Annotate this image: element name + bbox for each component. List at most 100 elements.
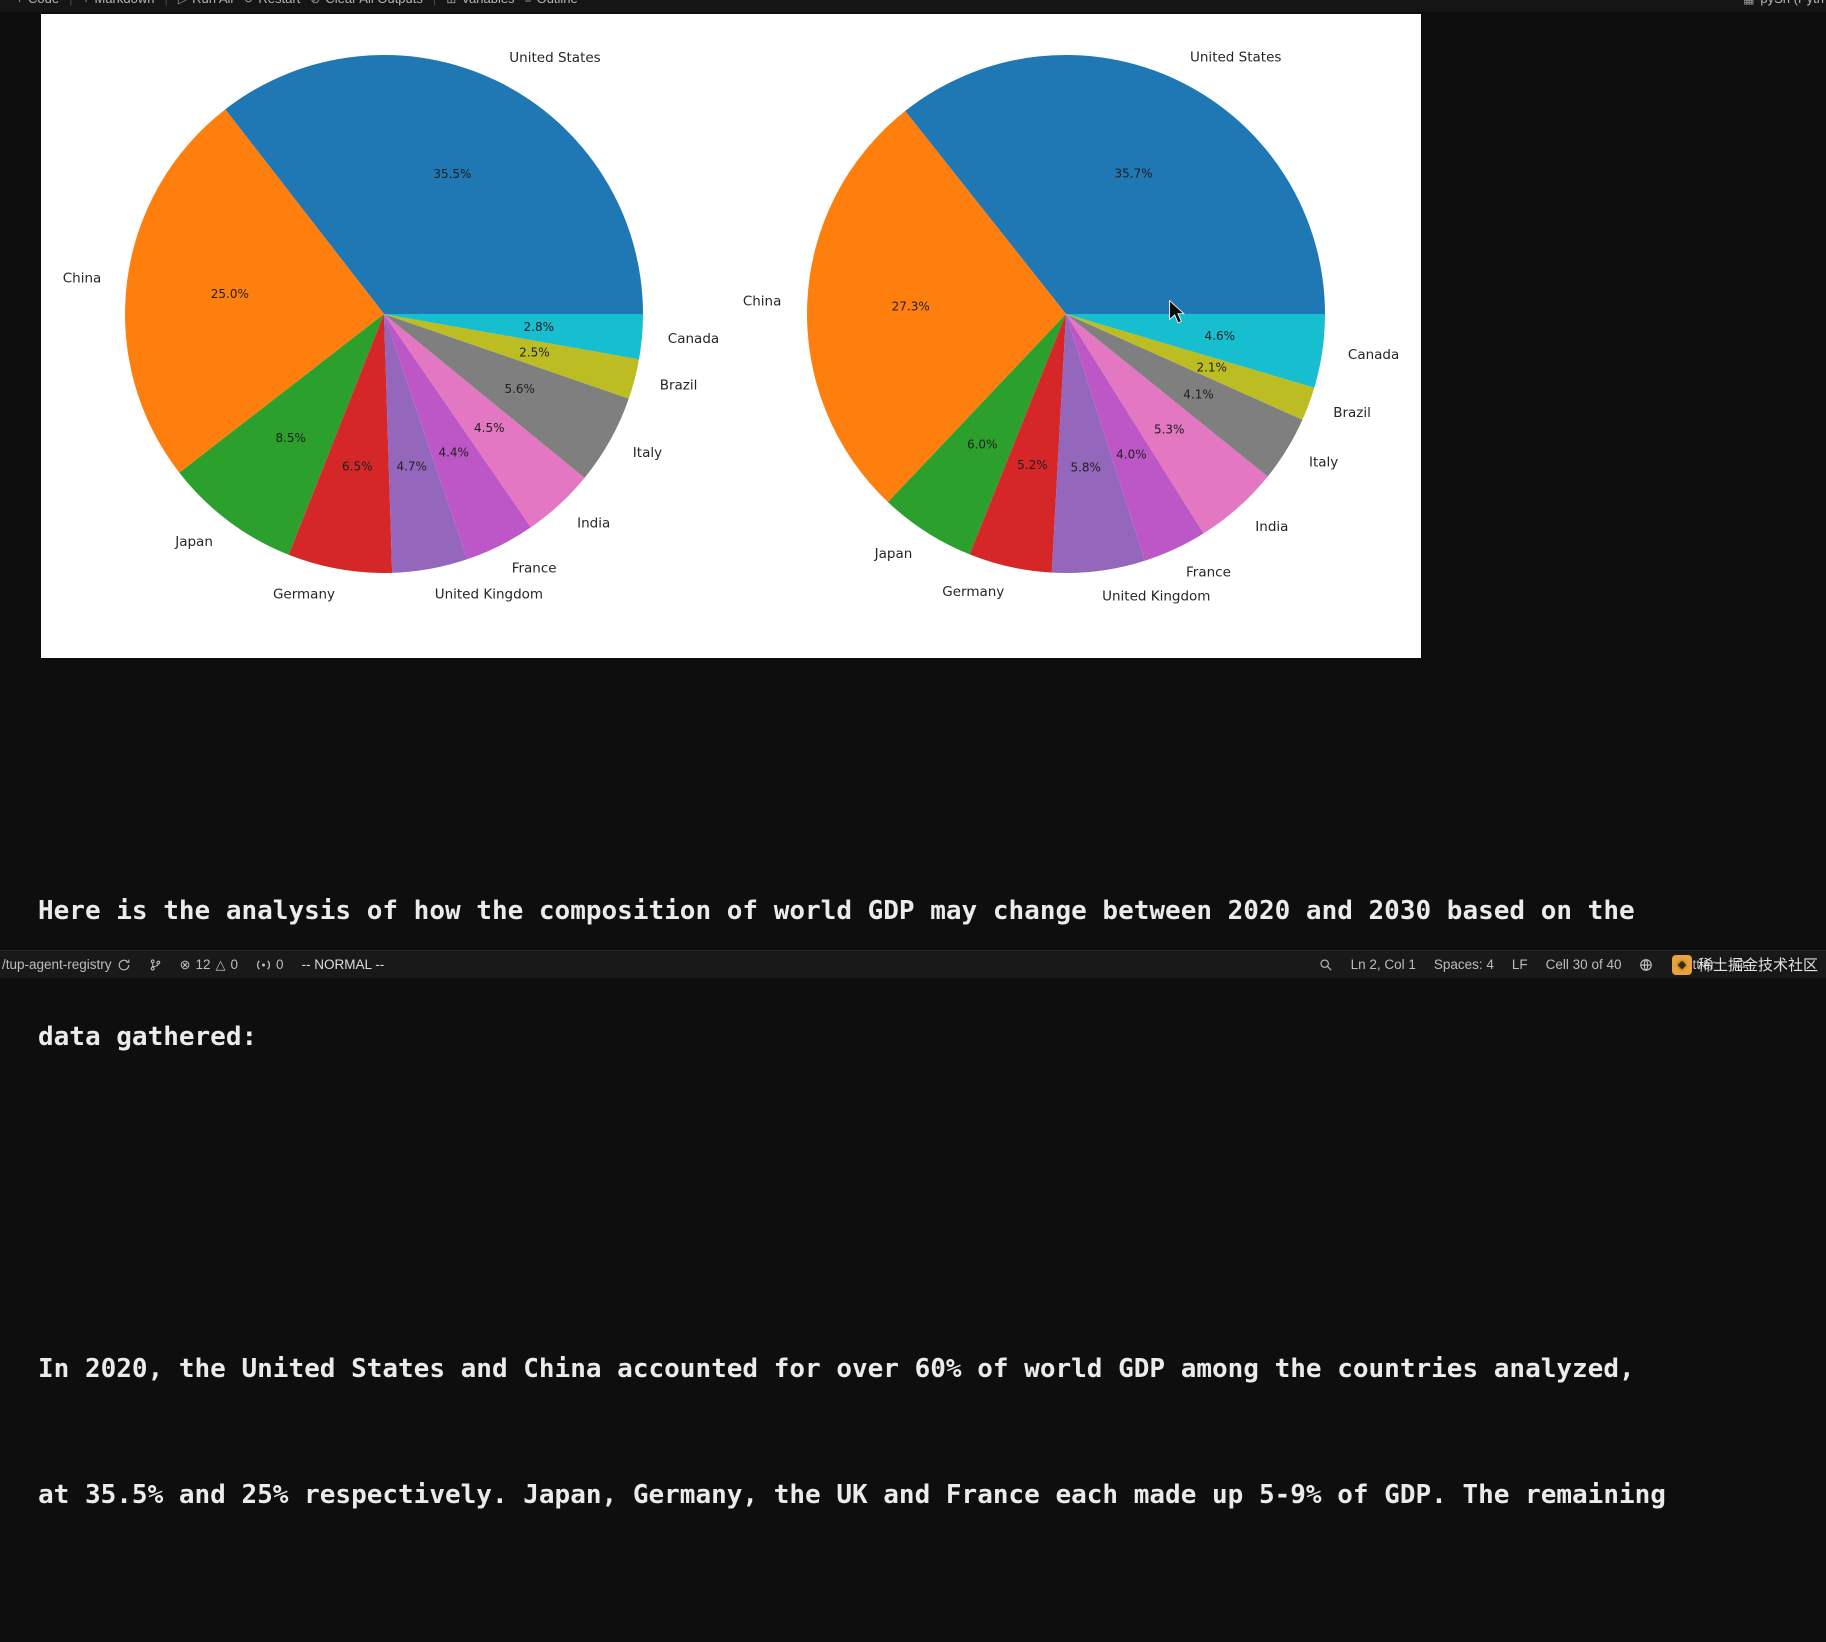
sync-icon — [117, 958, 131, 972]
pie-slice-japan — [887, 314, 1066, 555]
git-branch-indicator[interactable] — [140, 951, 171, 978]
error-count: 12 — [195, 957, 211, 972]
eol-label: LF — [1511, 957, 1528, 972]
cell-indicator[interactable]: Cell 30 of 40 — [1537, 957, 1631, 972]
warning-count: 0 — [230, 957, 239, 972]
errors-icon: ⊗ — [179, 957, 191, 972]
clear-outputs-icon: ⊘ — [310, 0, 320, 5]
pie-pct-label: 5.6% — [504, 382, 535, 396]
analysis-paragraph: In 2020, the United States and China acc… — [38, 1264, 1806, 1600]
analysis-line: at 35.5% and 25% respectively. Japan, Ge… — [38, 1480, 1666, 1510]
analysis-line: data gathered: — [38, 1022, 258, 1052]
pie-pct-label: 27.3% — [892, 300, 930, 314]
pie-country-label: Germany — [273, 587, 335, 603]
pie-slice-france — [1066, 314, 1204, 561]
add-markdown-cell-button[interactable]: + Markdown — [82, 0, 154, 6]
play-icon: ▷ — [178, 0, 187, 5]
cursor-position-indicator[interactable]: Ln 2, Col 1 — [1342, 957, 1425, 972]
eol-indicator[interactable]: LF — [1503, 957, 1537, 972]
toolbar-separator: | — [433, 0, 436, 6]
magnifier-icon — [1319, 958, 1333, 972]
pie-country-label: Brazil — [1333, 405, 1371, 421]
run-all-button[interactable]: ▷ Run All — [178, 0, 233, 6]
notebook-toolbar: + Code | + Markdown | ▷ Run All ↻ Restar… — [0, 0, 1826, 12]
restart-kernel-button[interactable]: ↻ Restart — [243, 0, 300, 6]
pie-pct-label: 5.3% — [1154, 423, 1185, 437]
warning-icon: △ — [215, 957, 226, 972]
run-all-label: Run All — [192, 0, 233, 6]
notebook-cell-output: 35.5% United States 25.0% China 8.5% Japan 6.5… — [41, 14, 1421, 658]
problems-indicator[interactable]: ⊗ 12 △ 0 — [171, 951, 247, 978]
pie-slice-canada — [384, 314, 643, 360]
variables-label: Variables — [461, 0, 514, 6]
pie-pct-label: 25.0% — [211, 287, 249, 301]
variables-button[interactable]: ⊞ Variables — [446, 0, 514, 6]
zoom-indicator[interactable] — [1310, 958, 1342, 972]
notifications-indicator[interactable] — [1724, 958, 1756, 972]
pie-pct-label: 4.6% — [1205, 329, 1236, 343]
ports-indicator[interactable]: 0 — [247, 951, 293, 978]
indentation-indicator[interactable]: Spaces: 4 — [1425, 957, 1503, 972]
kernel-picker[interactable]: ▦ pySh (Pyth — [1743, 0, 1824, 6]
pie-country-label: United Kingdom — [435, 586, 543, 602]
pie-slice-china — [125, 109, 384, 473]
ports-icon — [256, 959, 271, 971]
pie-slice-brazil — [1066, 314, 1315, 420]
pie-slice-brazil — [384, 314, 639, 399]
pie-slice-italy — [1066, 314, 1303, 477]
pie-country-label: Japan — [874, 546, 913, 562]
pie-country-label: Japan — [174, 534, 213, 550]
pie-pct-label: 35.7% — [1115, 167, 1153, 181]
pie-slice-united-kingdom — [1051, 314, 1145, 574]
kernel-label: pySh (Pyth — [1760, 0, 1824, 6]
watermark-text: 稀土掘金技术社区 — [1697, 957, 1818, 974]
pie-country-label: China — [63, 270, 102, 286]
pie-pct-label: 4.7% — [396, 459, 427, 473]
pie-country-label: France — [512, 561, 557, 577]
restart-icon: ↻ — [243, 0, 253, 5]
vim-mode-indicator[interactable]: -- NORMAL -- — [293, 951, 394, 978]
cursor-position-label: Ln 2, Col 1 — [1350, 957, 1416, 972]
pie-pct-label: 4.0% — [1116, 447, 1147, 461]
browser-preview-indicator[interactable] — [1630, 958, 1662, 972]
add-markdown-label: Markdown — [95, 0, 155, 6]
plus-icon: + — [16, 0, 23, 5]
toolbar-separator: | — [164, 0, 167, 6]
clear-outputs-label: Clear All Outputs — [325, 0, 423, 6]
pie-pct-label: 6.0% — [967, 437, 998, 451]
pie-chart-2020: 35.5% United States 25.0% China 8.5% Japan 6.5… — [63, 50, 719, 603]
add-code-cell-button[interactable]: + Code — [16, 0, 59, 6]
pie-country-label: Germany — [942, 584, 1004, 600]
clear-all-outputs-button[interactable]: ⊘ Clear All Outputs — [310, 0, 423, 6]
pie-country-label: United States — [1190, 50, 1281, 66]
pie-pct-label: 35.5% — [433, 167, 471, 181]
pie-country-label: Canada — [1348, 347, 1399, 363]
pie-charts-canvas: 35.5% United States 25.0% China 8.5% Japan 6.5… — [63, 50, 1400, 605]
pie-pct-label: 4.5% — [474, 421, 505, 435]
analysis-line: Here is the analysis of how the composit… — [38, 896, 1635, 926]
pie-pct-label: 5.8% — [1070, 461, 1101, 475]
toolbar-separator: | — [69, 0, 72, 6]
pie-slice-germany — [969, 314, 1066, 573]
indentation-label: Spaces: 4 — [1433, 957, 1494, 972]
pie-country-label: United Kingdom — [1102, 589, 1210, 605]
bell-icon — [1733, 958, 1747, 972]
pie-slice-canada — [1066, 314, 1325, 388]
analysis-text: Here is the analysis of how the composit… — [38, 722, 1806, 1642]
pie-country-label: Canada — [668, 331, 719, 347]
pie-pct-label: 2.8% — [524, 320, 555, 334]
pie-slice-japan — [179, 314, 384, 555]
pie-pct-label: 2.5% — [519, 346, 550, 360]
pie-slice-united-kingdom — [384, 314, 468, 573]
pie-slice-germany — [288, 314, 393, 573]
analysis-line: In 2020, the United States and China acc… — [38, 1354, 1635, 1384]
pie-country-label: Italy — [1309, 455, 1338, 471]
workspace-name[interactable]: /tup-agent-registry — [0, 951, 140, 978]
pie-country-label: China — [743, 294, 782, 310]
pie-country-label: France — [1186, 564, 1231, 580]
outline-button[interactable]: ≡ Outline — [525, 0, 578, 6]
pie-pct-label: 8.5% — [275, 431, 306, 445]
pie-slice-united-states — [905, 54, 1326, 314]
status-bar: /tup-agent-registry ⊗ 12 △ 0 0 -- NORMAL… — [0, 950, 1826, 978]
pie-pct-label: 4.1% — [1183, 388, 1214, 402]
